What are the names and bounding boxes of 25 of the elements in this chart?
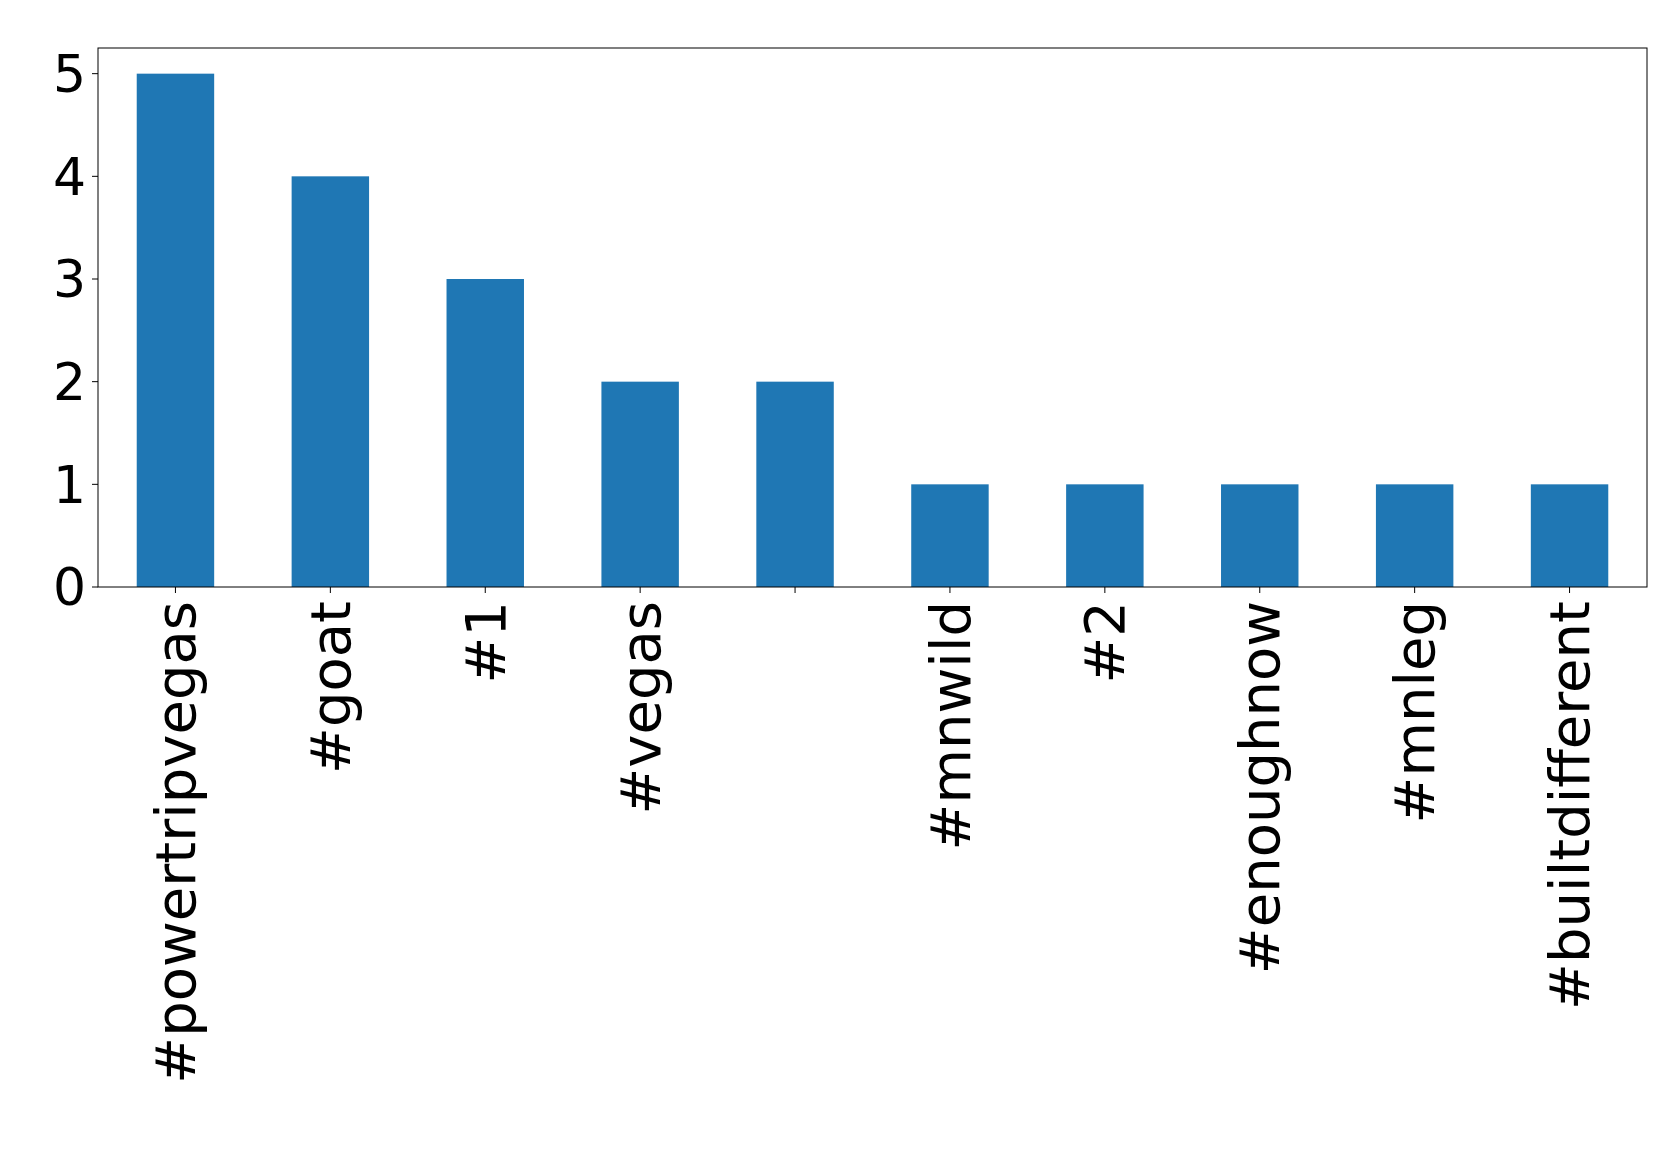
bar: [136, 73, 215, 587]
x-tick-label: #powertripvegas: [143, 601, 209, 1084]
x-tick-label: #enoughnow: [1227, 601, 1293, 975]
x-tick-label: #goat: [297, 601, 363, 775]
bar: [1530, 484, 1609, 587]
bar: [911, 484, 989, 587]
y-tick-label: 5: [52, 43, 86, 104]
y-tick-label: 4: [52, 146, 86, 207]
bar: [1221, 484, 1299, 587]
bar: [446, 279, 524, 587]
x-tick-label: #mnwild: [917, 601, 983, 851]
x-tick-label: #mnleg: [1382, 601, 1448, 824]
bar: [1375, 484, 1454, 587]
y-tick-label: 0: [52, 557, 86, 618]
bar: [1066, 484, 1144, 587]
x-tick-label: #vegas: [607, 601, 673, 815]
y-tick-label: 1: [52, 454, 86, 515]
y-tick-label: 2: [52, 351, 86, 412]
x-tick-label: #1: [452, 601, 518, 684]
x-tick-label: #2: [1072, 601, 1138, 684]
bar: [291, 176, 370, 587]
bar: [756, 381, 834, 587]
bar: [601, 381, 679, 587]
x-tick-label: #builtdifferent: [1537, 601, 1603, 1010]
y-tick-label: 3: [52, 249, 86, 310]
